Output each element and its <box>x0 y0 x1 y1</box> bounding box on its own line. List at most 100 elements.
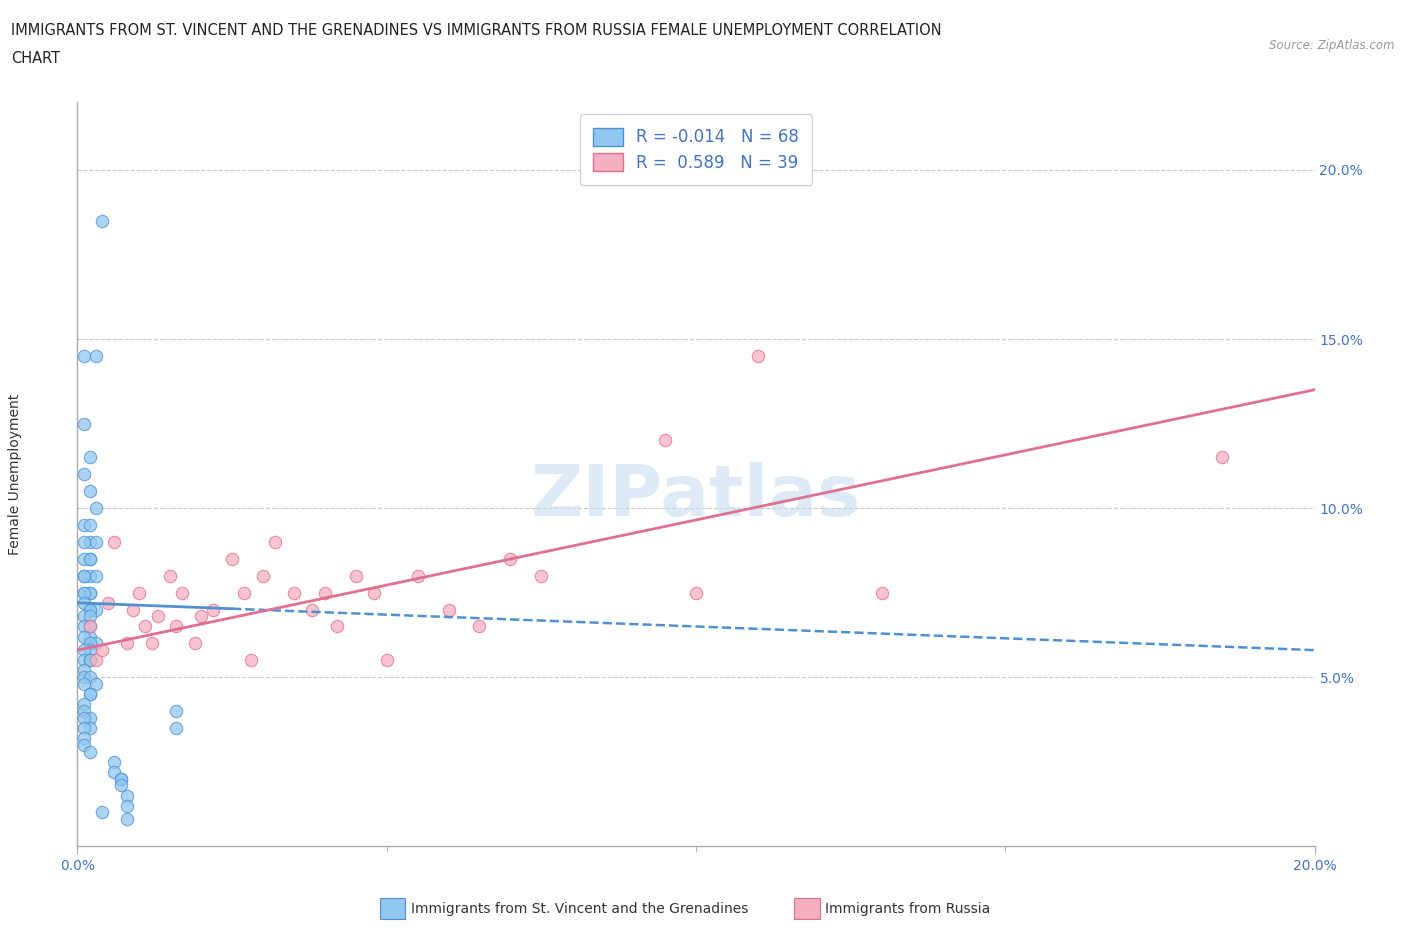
Point <box>72 585 94 600</box>
Point <box>72 697 94 711</box>
Point <box>79 551 101 566</box>
Point <box>84 636 107 651</box>
Point <box>115 812 138 827</box>
Point <box>72 643 94 658</box>
Point <box>84 568 107 583</box>
Point <box>375 653 398 668</box>
Point <box>79 602 101 617</box>
Point <box>72 670 94 684</box>
Text: Immigrants from St. Vincent and the Grenadines: Immigrants from St. Vincent and the Gren… <box>411 901 748 916</box>
Point <box>79 636 101 651</box>
Point <box>79 484 101 498</box>
Point <box>79 619 101 634</box>
Point <box>685 585 707 600</box>
Point <box>91 213 114 228</box>
Point <box>72 663 94 678</box>
Point <box>159 568 181 583</box>
Point <box>72 349 94 364</box>
Point <box>283 585 305 600</box>
Point <box>72 721 94 736</box>
Point <box>79 602 101 617</box>
Point <box>84 535 107 550</box>
Point <box>79 450 101 465</box>
Point <box>72 676 94 691</box>
Point <box>165 704 187 719</box>
Point <box>84 602 107 617</box>
Point <box>747 349 769 364</box>
Point <box>190 609 212 624</box>
Point <box>103 764 125 779</box>
Point <box>110 771 132 786</box>
Point <box>301 602 323 617</box>
Point <box>128 585 150 600</box>
Point <box>72 630 94 644</box>
Point <box>79 585 101 600</box>
Point <box>110 771 132 786</box>
Point <box>84 349 107 364</box>
Text: ZIPatlas: ZIPatlas <box>531 462 860 531</box>
Point <box>79 744 101 759</box>
Point <box>233 585 256 600</box>
Point <box>326 619 349 634</box>
Point <box>115 636 138 651</box>
Point <box>72 704 94 719</box>
Point <box>72 731 94 746</box>
Point <box>91 805 114 820</box>
Point <box>468 619 491 634</box>
Point <box>72 416 94 431</box>
Point <box>239 653 262 668</box>
Point <box>79 686 101 701</box>
Text: CHART: CHART <box>11 51 60 66</box>
Point <box>79 653 101 668</box>
Point <box>172 585 194 600</box>
Point <box>437 602 460 617</box>
Point <box>79 670 101 684</box>
Point <box>84 676 107 691</box>
Point <box>84 500 107 515</box>
Point <box>115 798 138 813</box>
Point <box>79 711 101 725</box>
Point <box>79 619 101 634</box>
Point <box>363 585 385 600</box>
Point <box>406 568 429 583</box>
Point <box>72 568 94 583</box>
Point <box>165 721 187 736</box>
Text: Immigrants from Russia: Immigrants from Russia <box>825 901 991 916</box>
Point <box>221 551 243 566</box>
Point <box>165 619 187 634</box>
Y-axis label: Female Unemployment: Female Unemployment <box>8 393 21 555</box>
Point <box>72 585 94 600</box>
Point <box>79 686 101 701</box>
Point <box>91 643 114 658</box>
Point <box>84 653 107 668</box>
Point <box>141 636 163 651</box>
Point <box>72 551 94 566</box>
Point <box>79 568 101 583</box>
Point <box>79 585 101 600</box>
Point <box>79 551 101 566</box>
Point <box>344 568 367 583</box>
Point <box>72 711 94 725</box>
Point <box>103 535 125 550</box>
Point <box>79 643 101 658</box>
Point <box>184 636 207 651</box>
Point <box>72 737 94 752</box>
Point <box>72 653 94 668</box>
Legend: R = -0.014   N = 68, R =  0.589   N = 39: R = -0.014 N = 68, R = 0.589 N = 39 <box>579 114 813 185</box>
Text: Source: ZipAtlas.com: Source: ZipAtlas.com <box>1270 39 1395 52</box>
Point <box>72 535 94 550</box>
Point <box>79 630 101 644</box>
Point <box>79 535 101 550</box>
Point <box>122 602 145 617</box>
Point <box>79 721 101 736</box>
Point <box>264 535 287 550</box>
Point <box>110 778 132 793</box>
Point <box>72 595 94 610</box>
Point <box>79 653 101 668</box>
Point <box>72 568 94 583</box>
Point <box>79 609 101 624</box>
Point <box>72 518 94 533</box>
Point <box>72 467 94 482</box>
Point <box>134 619 156 634</box>
Point <box>314 585 336 600</box>
